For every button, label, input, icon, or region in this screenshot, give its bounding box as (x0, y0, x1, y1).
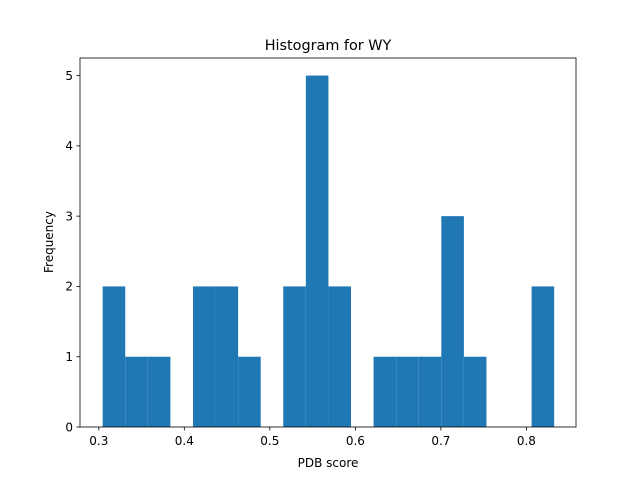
x-tick-label: 0.5 (260, 434, 279, 448)
y-tick-label: 4 (65, 139, 73, 153)
histogram-bar (373, 356, 397, 427)
histogram-bar (102, 286, 126, 427)
histogram-bar (463, 356, 487, 427)
y-tick-label: 3 (65, 209, 73, 223)
histogram-bar (396, 356, 419, 427)
y-tick-label: 2 (65, 280, 73, 294)
histogram-bar (531, 286, 555, 427)
x-tick-label: 0.6 (346, 434, 365, 448)
y-axis: 0 1 2 3 4 5 (65, 69, 80, 434)
x-axis-label: PDB score (298, 456, 359, 470)
y-axis-label: Frequency (42, 211, 56, 273)
y-tick-label: 1 (65, 350, 73, 364)
x-tick-label: 0.7 (431, 434, 450, 448)
plot-area-frame (79, 57, 577, 428)
y-tick-label: 0 (65, 420, 73, 434)
histogram-bar (192, 286, 216, 427)
chart-title: Histogram for WY (265, 38, 392, 54)
histogram-bar (328, 286, 352, 427)
histogram-bar (441, 216, 464, 427)
x-tick-label: 0.3 (89, 434, 108, 448)
x-axis: 0.3 0.4 0.5 0.6 0.7 0.8 (89, 427, 536, 448)
histogram-bar (305, 75, 329, 428)
histogram-bar (238, 356, 261, 427)
x-tick-label: 0.8 (517, 434, 536, 448)
histogram-bar (147, 356, 171, 427)
histogram-bar (215, 286, 239, 427)
histogram-bar (125, 356, 148, 427)
histogram-bar (418, 356, 442, 427)
x-tick-label: 0.4 (175, 434, 194, 448)
y-tick-label: 5 (65, 69, 73, 83)
histogram-bars (102, 75, 555, 428)
histogram-bar (283, 286, 306, 427)
